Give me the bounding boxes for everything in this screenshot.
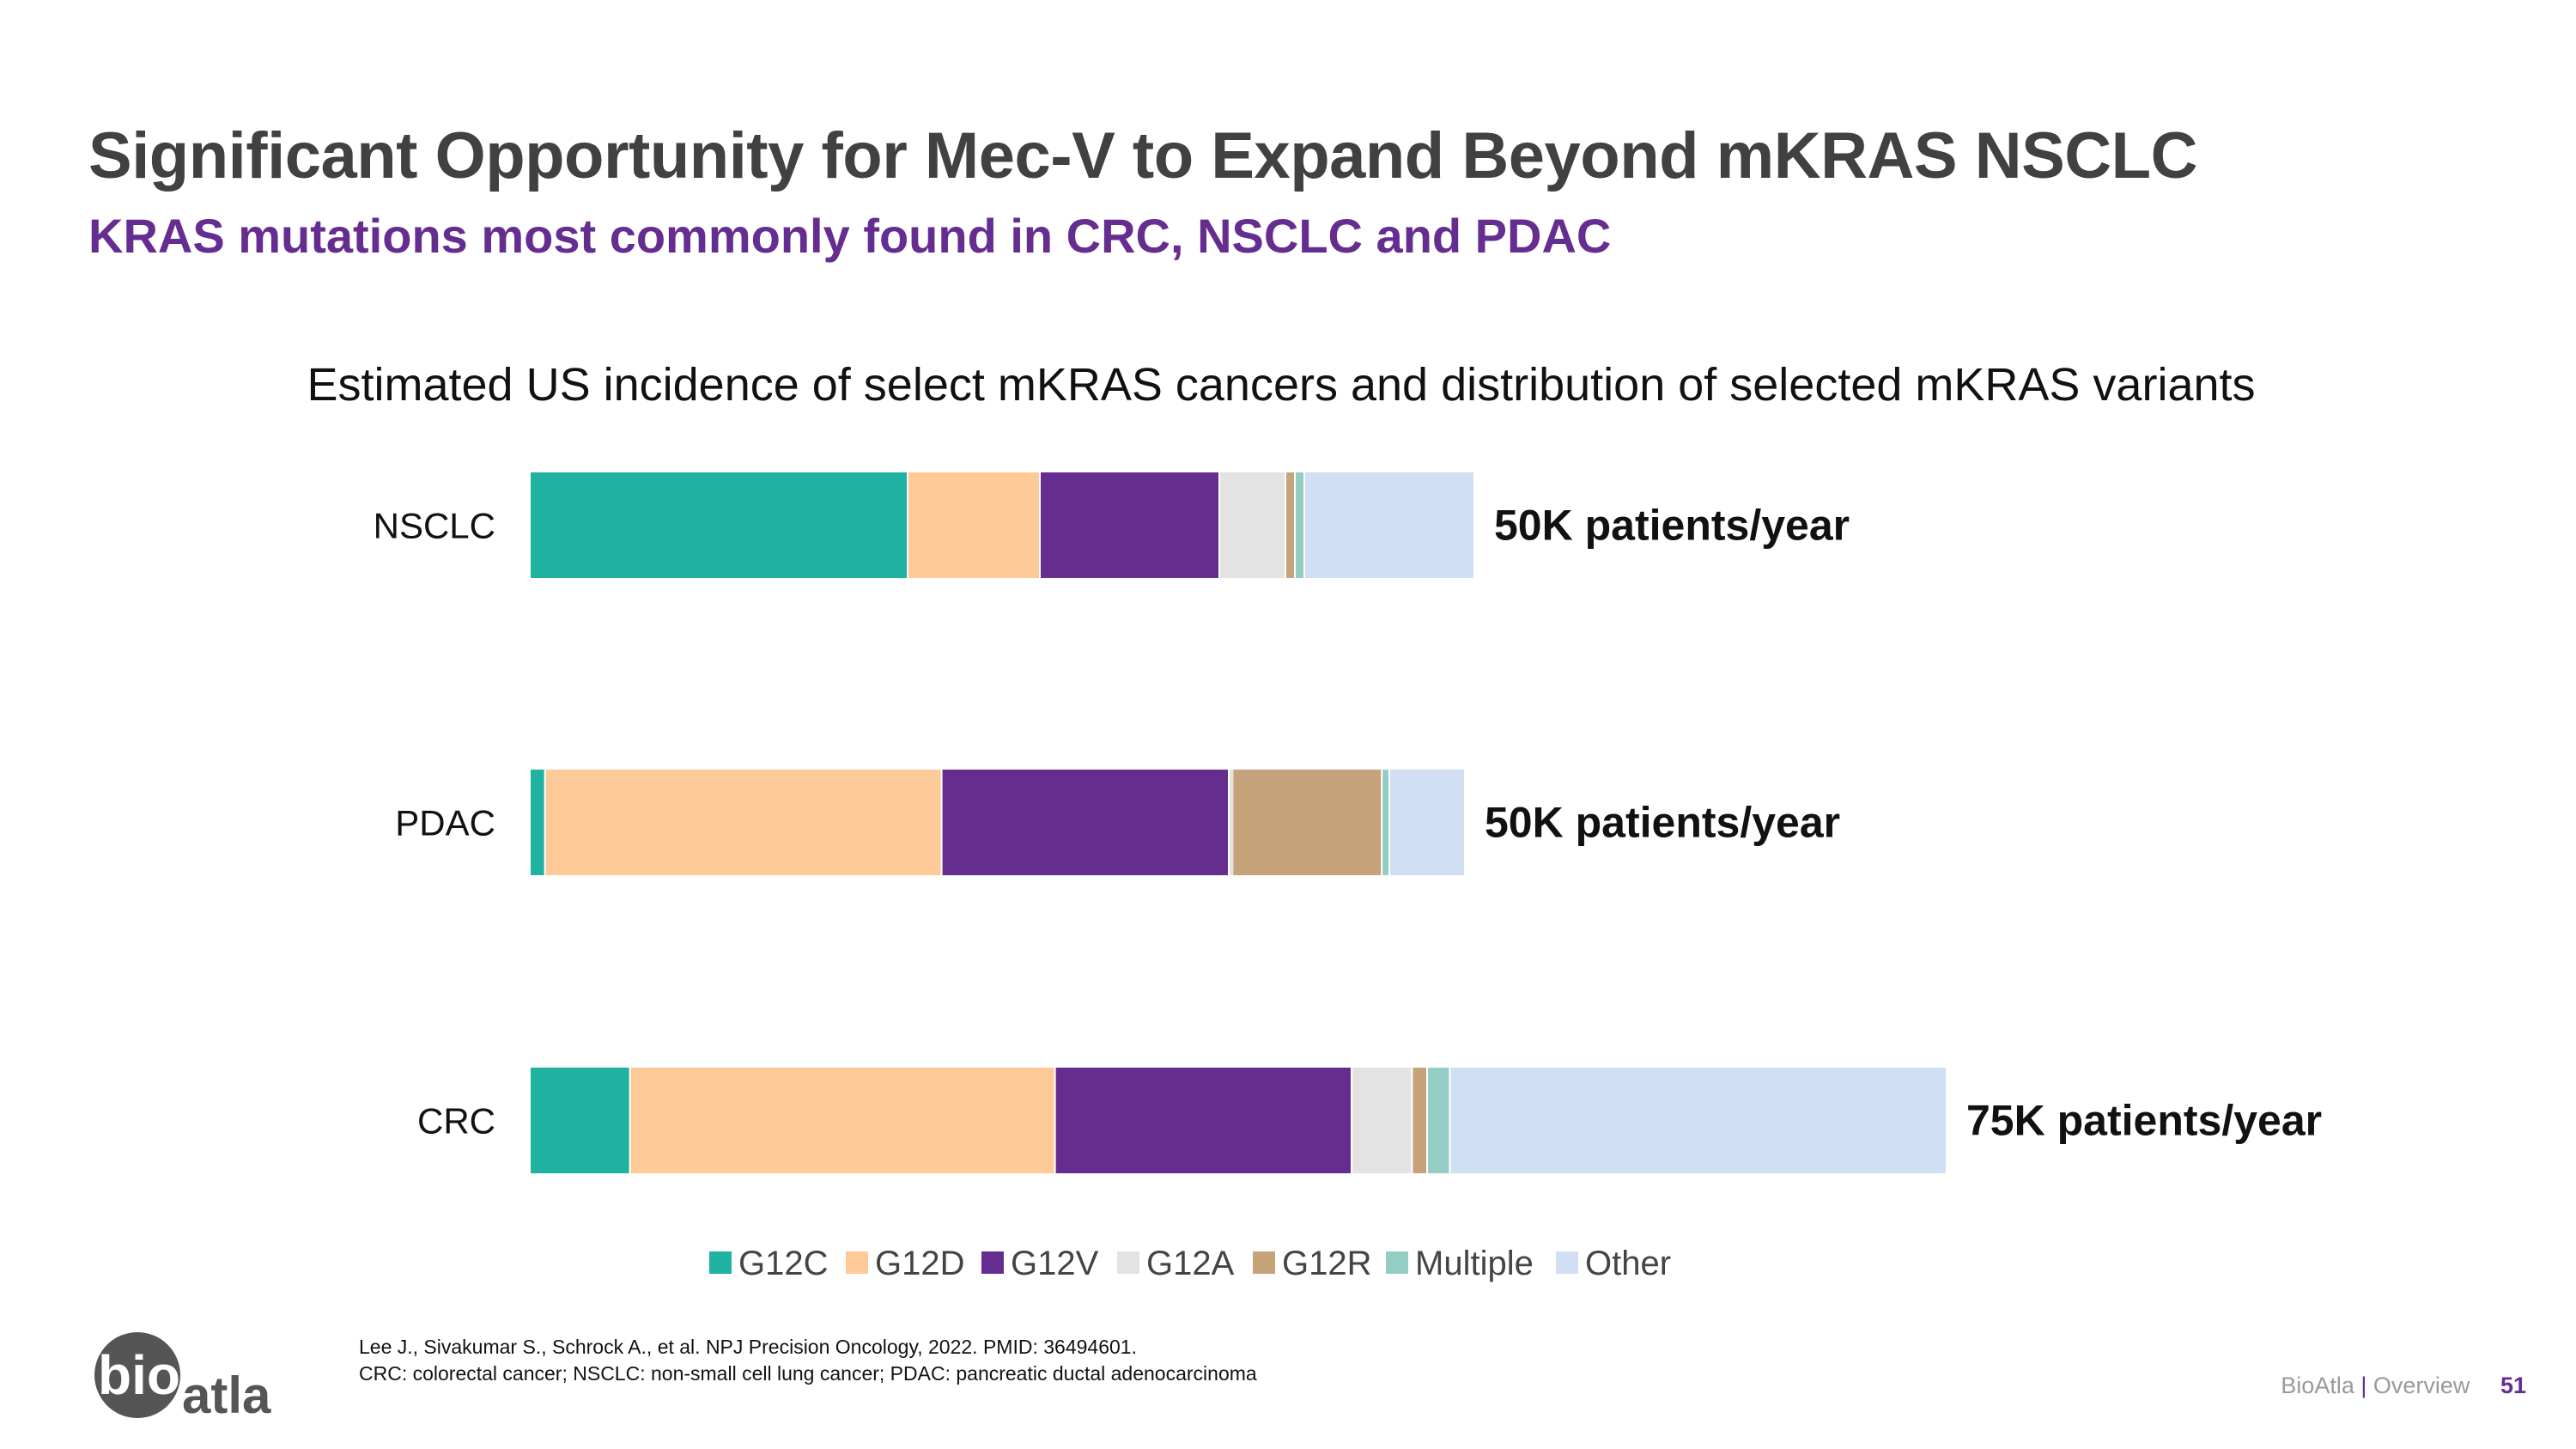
legend-swatch-g12r <box>1253 1251 1275 1274</box>
legend-swatch-g12c <box>709 1251 732 1274</box>
bar-nsclc-g12v <box>1041 472 1218 578</box>
footnote-abbreviations: CRC: colorectal cancer; NSCLC: non-small… <box>359 1362 1257 1385</box>
footer-company: BioAtla <box>2281 1373 2354 1398</box>
total-label-pdac: 50K patients/year <box>1485 799 1840 847</box>
bar-nsclc-g12r <box>1286 472 1294 578</box>
bar-nsclc-other <box>1305 472 1473 578</box>
bar-crc-g12v <box>1055 1068 1351 1173</box>
bar-pdac-g12d <box>545 770 941 875</box>
footer-separator: | <box>2360 1373 2367 1398</box>
svg-text:atla: atla <box>182 1367 271 1424</box>
bar-pdac-multiple <box>1382 770 1388 875</box>
bar-pdac-other <box>1390 770 1464 875</box>
bar-nsclc-g12c <box>531 472 907 578</box>
legend-label-g12a: G12A <box>1146 1245 1235 1282</box>
bar-nsclc-multiple <box>1296 472 1303 578</box>
category-label-pdac: PDAC <box>395 803 495 843</box>
bar-nsclc-g12d <box>908 472 1039 578</box>
legend-label-multiple: Multiple <box>1415 1245 1534 1282</box>
page-number: 51 <box>2500 1373 2526 1398</box>
bar-crc-g12r <box>1413 1068 1426 1173</box>
legend-label-g12c: G12C <box>738 1245 829 1282</box>
bar-crc-other <box>1450 1068 1946 1173</box>
bar-crc-g12d <box>630 1068 1054 1173</box>
bar-crc-g12c <box>531 1068 629 1173</box>
bar-crc-g12a <box>1352 1068 1412 1173</box>
footnote-citation: Lee J., Sivakumar S., Schrock A., et al.… <box>359 1336 1137 1358</box>
bar-pdac-g12v <box>942 770 1228 875</box>
legend-swatch-g12a <box>1117 1251 1139 1274</box>
total-label-crc: 75K patients/year <box>1966 1097 2322 1145</box>
bioatla-logo: bio atla <box>94 1332 271 1424</box>
bar-nsclc-g12a <box>1220 472 1285 578</box>
bars-group: NSCLC 50K patients/year PDAC 50K patients/y… <box>374 472 2322 1173</box>
svg-text:bio: bio <box>98 1344 180 1406</box>
bar-pdac-g12r <box>1233 770 1382 875</box>
category-label-crc: CRC <box>417 1101 495 1142</box>
chart-title: Estimated US incidence of select mKRAS c… <box>307 359 2255 411</box>
bar-pdac-g12c <box>531 770 544 875</box>
bar-pdac-g12a <box>1230 770 1234 875</box>
legend-label-g12v: G12V <box>1011 1245 1099 1282</box>
legend-label-other: Other <box>1585 1245 1671 1282</box>
legend-label-g12d: G12D <box>875 1245 965 1282</box>
footnote: Lee J., Sivakumar S., Schrock A., et al.… <box>359 1334 1257 1387</box>
legend-swatch-g12d <box>846 1251 868 1274</box>
category-label-nsclc: NSCLC <box>374 506 495 546</box>
footer-section: Overview <box>2372 1373 2470 1398</box>
legend-swatch-multiple <box>1386 1251 1408 1274</box>
bar-crc-multiple <box>1428 1068 1449 1173</box>
page-subtitle: KRAS mutations most commonly found in CR… <box>88 209 1612 263</box>
legend-label-g12r: G12R <box>1282 1245 1372 1282</box>
legend-swatch-g12v <box>981 1251 1004 1274</box>
footer: BioAtla | Overview 51 <box>2281 1373 2526 1399</box>
legend-swatch-other <box>1556 1251 1578 1274</box>
total-label-nsclc: 50K patients/year <box>1494 502 1850 550</box>
legend: G12C G12D G12V G12A G12R Multiple Other <box>709 1245 1671 1282</box>
page-title: Significant Opportunity for Mec-V to Exp… <box>88 119 2197 192</box>
